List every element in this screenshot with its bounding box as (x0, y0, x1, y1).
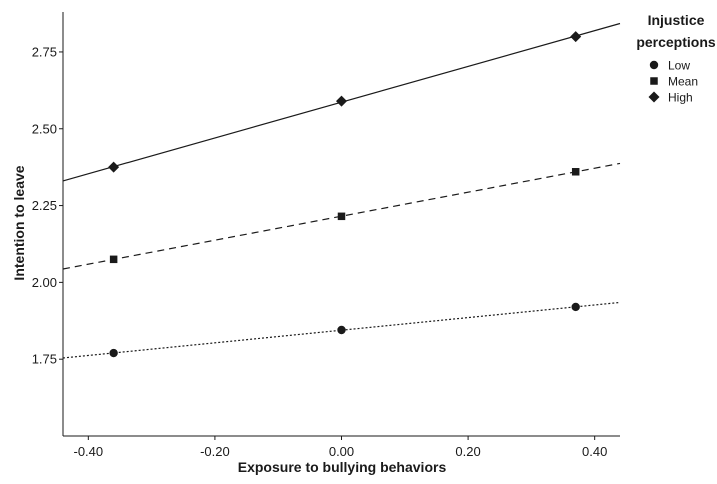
legend-label-high: High (668, 91, 693, 105)
legend-label-low: Low (668, 59, 690, 73)
data-point-low (337, 325, 346, 335)
legend-marker-mean (650, 77, 658, 85)
data-point-mean (109, 255, 118, 264)
series-line-mean (62, 162, 621, 270)
x-tick-label: -0.40 (73, 444, 103, 459)
legend-marker-high (648, 91, 660, 103)
data-point-high (108, 161, 120, 173)
y-tick-label: 2.25 (32, 198, 57, 213)
legend-marker-low (649, 60, 659, 70)
series-line-low (62, 301, 621, 359)
legend: Injustice perceptions Low Mean High (636, 12, 716, 105)
x-tick-label: 0.00 (329, 444, 354, 459)
x-axis-title: Exposure to bullying behaviors (238, 459, 447, 475)
legend-title-line-2: perceptions (636, 34, 716, 50)
plot-area: 1.75 2.00 2.25 2.50 2.75 -0.40 -0.20 0.00 0.20 0.… (32, 12, 620, 459)
y-tick-label: 2.75 (32, 44, 57, 59)
x-tick-label: 0.40 (582, 444, 607, 459)
legend-title-line-1: Injustice (648, 12, 705, 28)
y-tick-label: 2.50 (32, 121, 57, 136)
x-tick-label: -0.20 (200, 444, 230, 459)
data-point-high (570, 31, 582, 43)
y-axis-title: Intention to leave (11, 165, 27, 280)
series-markers (108, 31, 582, 358)
data-point-mean (337, 212, 346, 221)
y-tick-label: 1.75 (32, 352, 57, 367)
series-lines (62, 22, 621, 359)
data-point-high (336, 95, 347, 107)
data-point-mean (571, 168, 580, 176)
x-tick-label: 0.20 (455, 444, 480, 459)
legend-label-mean: Mean (668, 75, 698, 89)
y-tick-label: 2.00 (32, 275, 57, 290)
data-point-low (109, 348, 118, 358)
data-point-low (571, 302, 580, 312)
